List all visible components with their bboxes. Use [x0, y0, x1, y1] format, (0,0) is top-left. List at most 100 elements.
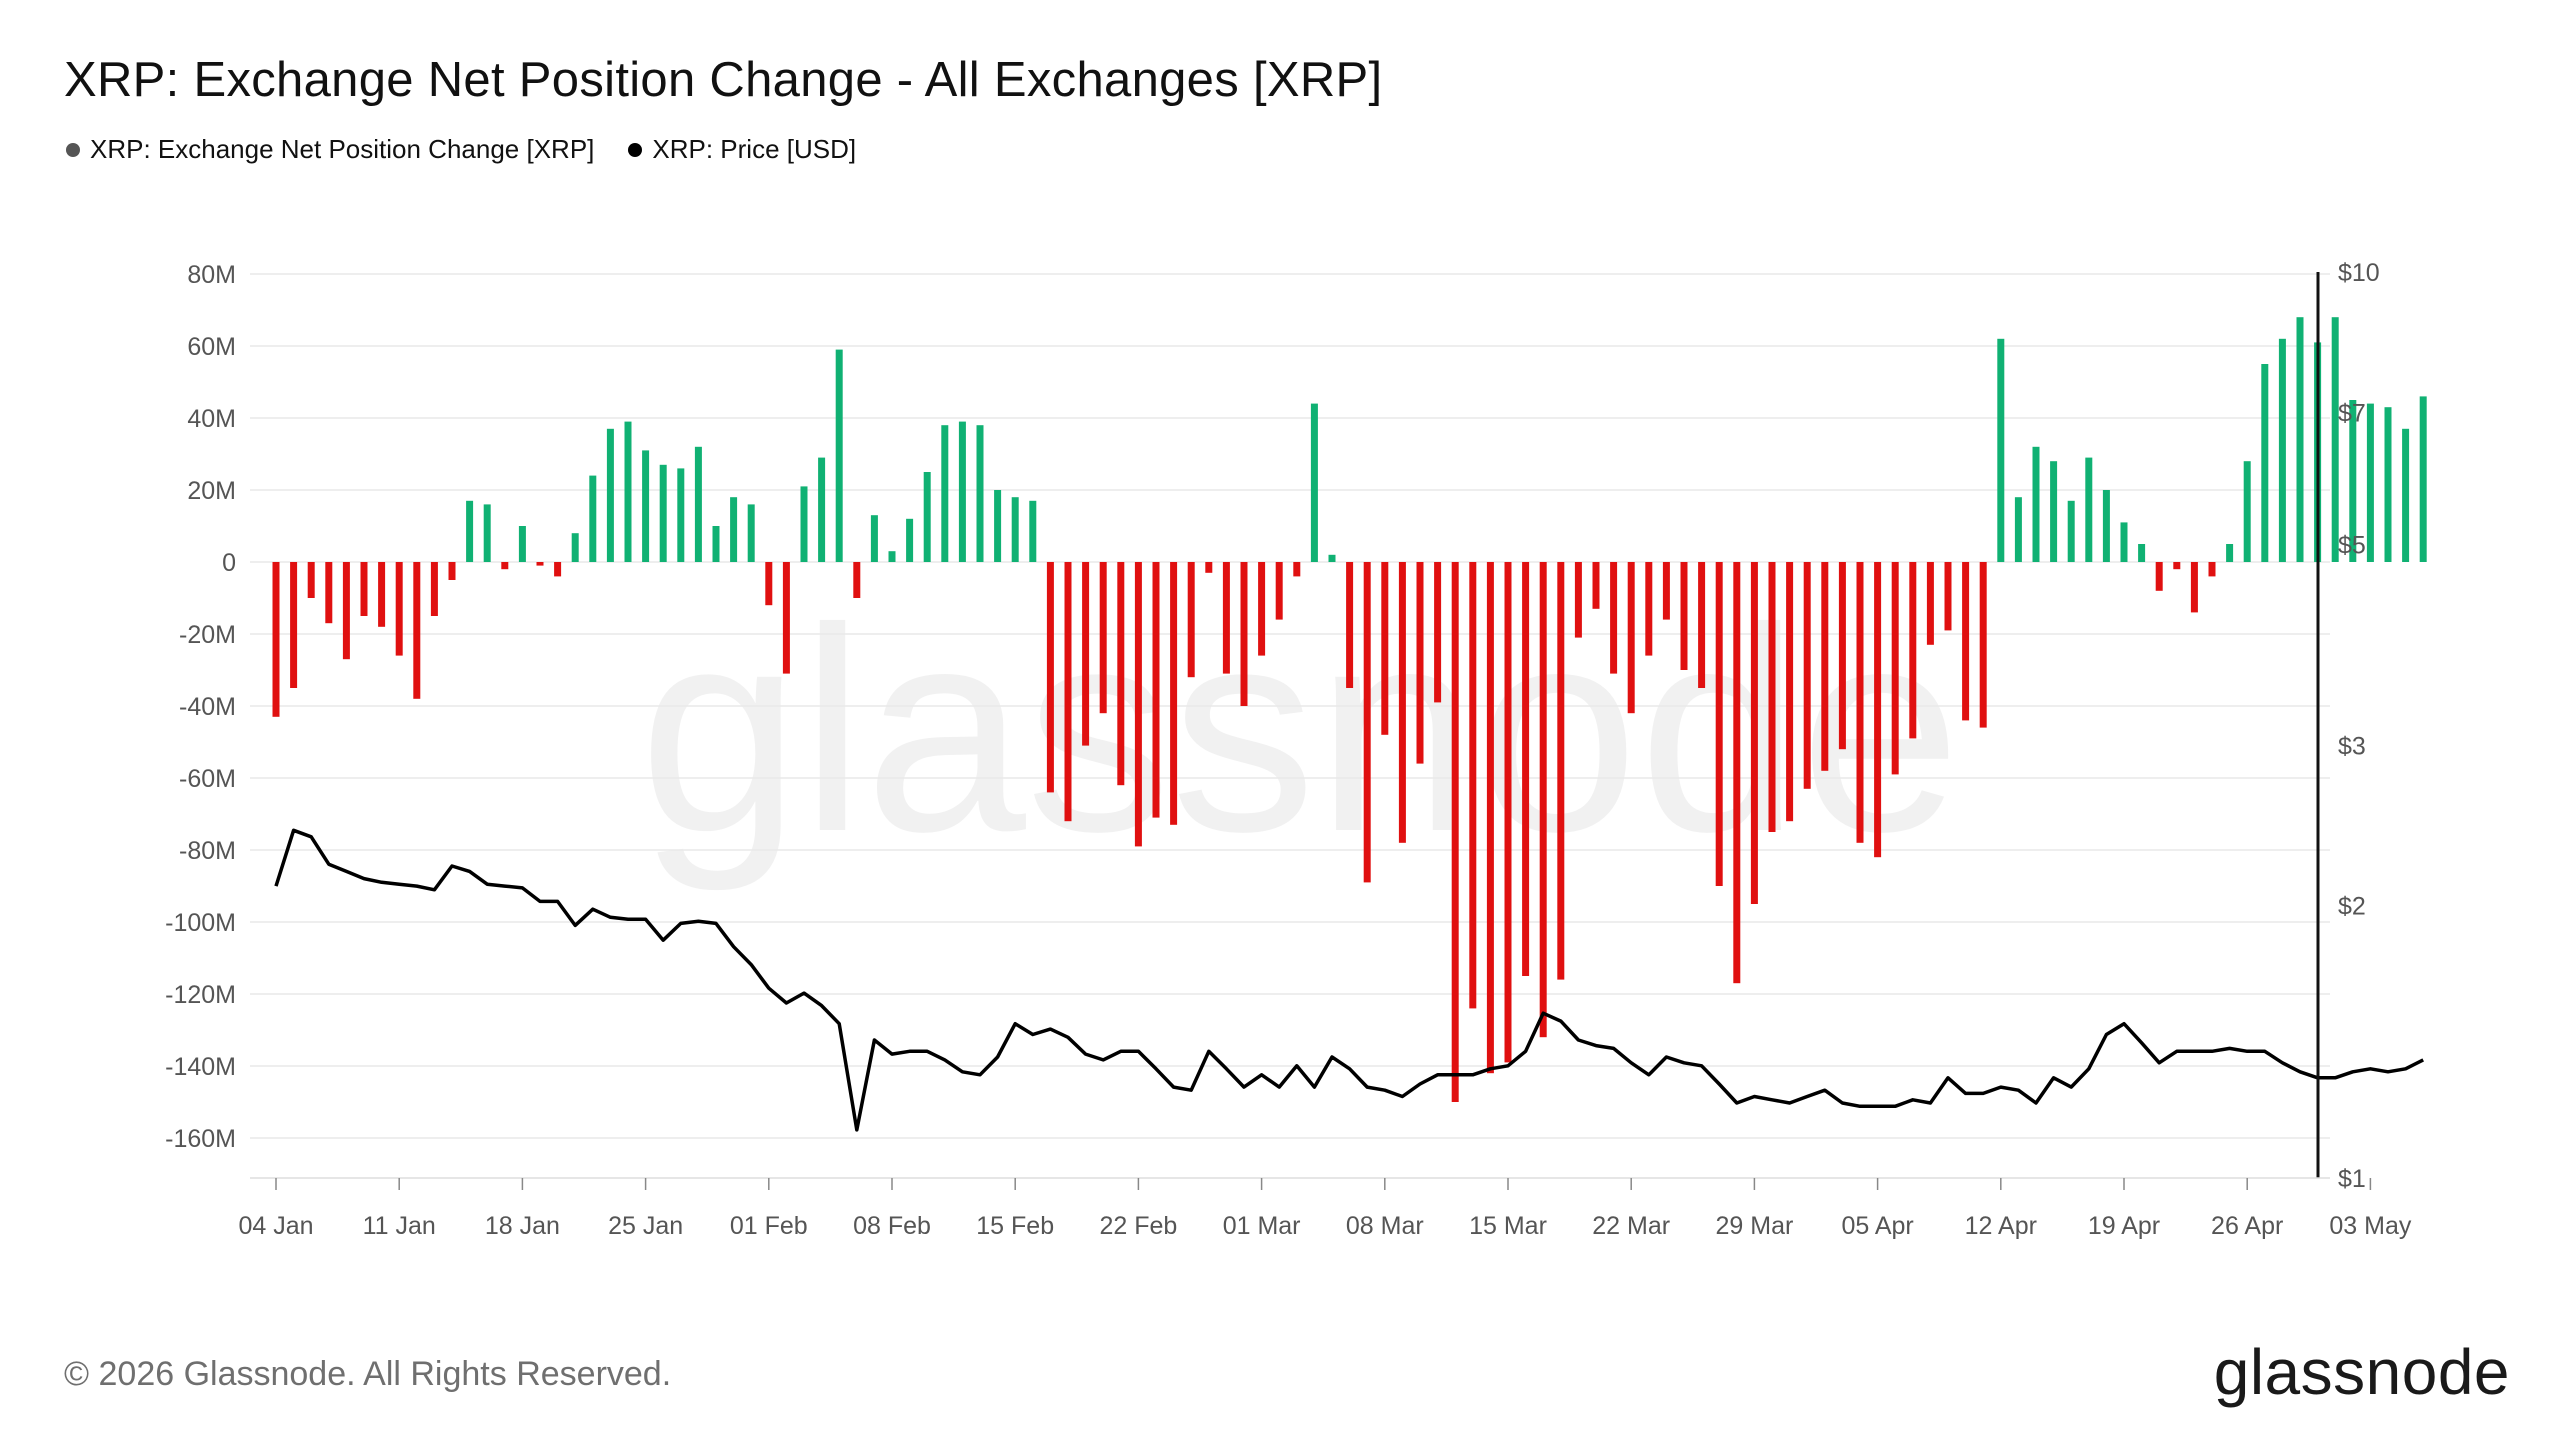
bar — [1134, 562, 1142, 847]
bar — [360, 562, 368, 616]
bar — [923, 472, 931, 562]
bar — [1926, 562, 1934, 645]
bar — [2226, 544, 2234, 562]
bar — [1451, 562, 1459, 1102]
bar — [2261, 364, 2269, 562]
bar — [1328, 554, 1336, 562]
x-tick-label: 19 Apr — [2088, 1212, 2160, 1240]
bar — [1979, 562, 1987, 728]
y-left-tick-label: -160M — [165, 1125, 236, 1153]
bar — [870, 515, 878, 562]
bar — [2366, 403, 2374, 562]
bar — [2102, 490, 2110, 562]
bar — [818, 457, 826, 562]
bar — [2190, 562, 2198, 613]
bar — [1610, 562, 1618, 674]
y-right-tick-label: $1 — [2338, 1165, 2366, 1193]
bar — [958, 421, 966, 562]
bar — [747, 504, 755, 562]
bar — [765, 562, 773, 606]
chart-title: XRP: Exchange Net Position Change - All … — [64, 53, 1383, 107]
bar — [1187, 562, 1195, 678]
bar — [642, 450, 650, 562]
bar — [1680, 562, 1688, 670]
bar — [1856, 562, 1864, 843]
bar — [342, 562, 350, 660]
bar — [1011, 497, 1019, 562]
bar — [782, 562, 790, 674]
y-left-tick-label: -40M — [179, 693, 236, 721]
line-series-price — [274, 828, 2424, 1132]
bar — [413, 562, 421, 699]
x-tick-label: 08 Feb — [853, 1212, 931, 1240]
bar — [554, 562, 562, 577]
price-line — [274, 828, 2424, 1132]
legend-label-price: XRP: Price [USD] — [652, 134, 857, 164]
bar — [1346, 562, 1354, 688]
bar — [1786, 562, 1794, 822]
bar — [1293, 562, 1301, 577]
x-tick-label: 08 Mar — [1346, 1212, 1424, 1240]
bar — [1662, 562, 1670, 620]
bar — [1398, 562, 1406, 843]
x-tick-label: 29 Mar — [1715, 1212, 1793, 1240]
bar — [1416, 562, 1424, 764]
bar — [1275, 562, 1283, 620]
bar — [2243, 461, 2251, 562]
bar — [430, 562, 438, 616]
legend: XRP: Exchange Net Position Change [XRP] … — [66, 134, 856, 165]
x-tick-label: 26 Apr — [2211, 1212, 2283, 1240]
x-tick-label: 03 May — [2329, 1212, 2411, 1240]
bar — [1838, 562, 1846, 750]
x-tick-label: 01 Mar — [1223, 1212, 1301, 1240]
bar — [2120, 522, 2128, 562]
bar — [1310, 403, 1318, 562]
bar — [677, 468, 685, 562]
x-tick-label: 22 Feb — [1099, 1212, 1177, 1240]
bar — [1962, 562, 1970, 721]
bar — [2331, 317, 2339, 562]
bar — [694, 446, 702, 562]
bar — [448, 562, 456, 580]
y-left-tick-label: 40M — [187, 405, 236, 433]
bar — [1803, 562, 1811, 789]
bar — [2349, 400, 2357, 562]
bar — [1117, 562, 1125, 786]
bar — [1909, 562, 1917, 739]
bar — [1698, 562, 1706, 688]
bar — [501, 562, 509, 570]
bar — [1469, 562, 1477, 1009]
bar — [1522, 562, 1530, 976]
bar — [2067, 500, 2075, 562]
bar — [976, 425, 984, 562]
bar — [1733, 562, 1741, 984]
legend-item-net-position[interactable]: XRP: Exchange Net Position Change [XRP] — [66, 134, 594, 165]
bar — [835, 349, 843, 562]
bar — [1997, 338, 2005, 562]
bar — [571, 533, 579, 562]
bar — [2032, 446, 2040, 562]
x-tick-label: 25 Jan — [608, 1212, 683, 1240]
copyright-text: © 2026 Glassnode. All Rights Reserved. — [64, 1355, 672, 1393]
bar — [800, 486, 808, 562]
bar — [2402, 428, 2410, 562]
bar — [1539, 562, 1547, 1038]
bar — [1821, 562, 1829, 771]
grid-lines — [250, 273, 2330, 1139]
bar — [1082, 562, 1090, 746]
bar — [606, 428, 614, 562]
bar — [536, 562, 544, 566]
bar — [659, 464, 667, 562]
bar — [1152, 562, 1160, 818]
y-left-tick-label: -100M — [165, 909, 236, 937]
bar — [853, 562, 861, 598]
y-right-tick-label: $3 — [2338, 733, 2366, 761]
bar — [2208, 562, 2216, 577]
x-tick-label: 01 Feb — [730, 1212, 808, 1240]
bar — [1205, 562, 1213, 573]
watermark: glassnode — [639, 568, 1961, 893]
bar — [1768, 562, 1776, 832]
legend-item-price[interactable]: XRP: Price [USD] — [628, 134, 856, 165]
bar — [2155, 562, 2163, 591]
